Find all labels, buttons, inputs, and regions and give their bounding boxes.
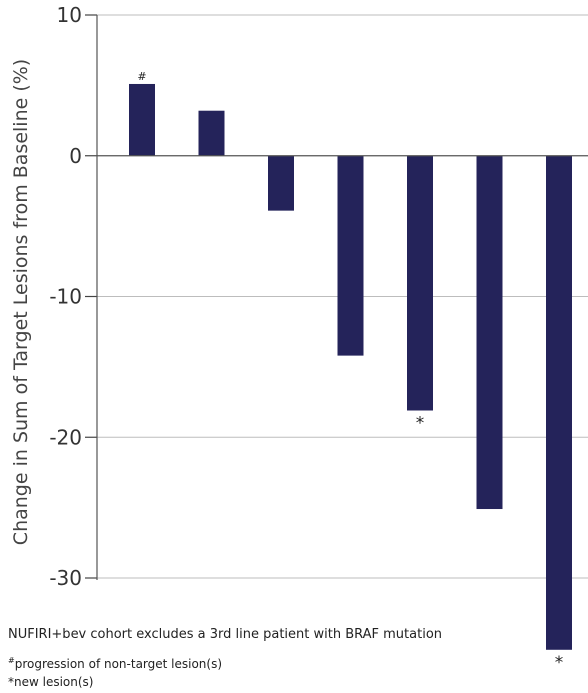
tick-label-4: -30 xyxy=(49,566,82,590)
bar-annotations: # * * xyxy=(137,70,563,673)
bar-1 xyxy=(129,83,155,156)
annotation-1: # xyxy=(137,70,146,83)
bar-6 xyxy=(476,155,503,510)
tick-label-3: -20 xyxy=(49,425,82,449)
bars xyxy=(129,83,572,650)
gridlines xyxy=(97,14,588,579)
bar-5 xyxy=(407,155,433,411)
hash-symbol: # xyxy=(8,656,15,665)
cohort-note: NUFIRI+bev cohort excludes a 3rd line pa… xyxy=(8,627,443,642)
annotation-3: * xyxy=(555,653,564,673)
star-footnote: *new lesion(s) xyxy=(8,675,93,689)
tick-label-2: -10 xyxy=(49,285,82,309)
bar-2 xyxy=(198,110,225,156)
hash-footnote-text: progression of non-target lesion(s) xyxy=(14,657,223,671)
star-symbol: * xyxy=(8,675,14,689)
tick-label-1: 0 xyxy=(69,144,82,168)
bar-4 xyxy=(337,155,364,356)
bar-7 xyxy=(546,155,572,650)
hash-footnote: #progression of non-target lesion(s) xyxy=(8,656,222,671)
annotation-2: * xyxy=(416,414,425,434)
star-footnote-text: new lesion(s) xyxy=(14,675,94,689)
bar-3 xyxy=(268,155,294,211)
tick-label-0: 10 xyxy=(57,3,82,27)
y-axis-ticks: 10 0 -10 -20 -30 xyxy=(49,3,97,590)
y-axis-label: Change in Sum of Target Lesions from Bas… xyxy=(10,59,32,545)
